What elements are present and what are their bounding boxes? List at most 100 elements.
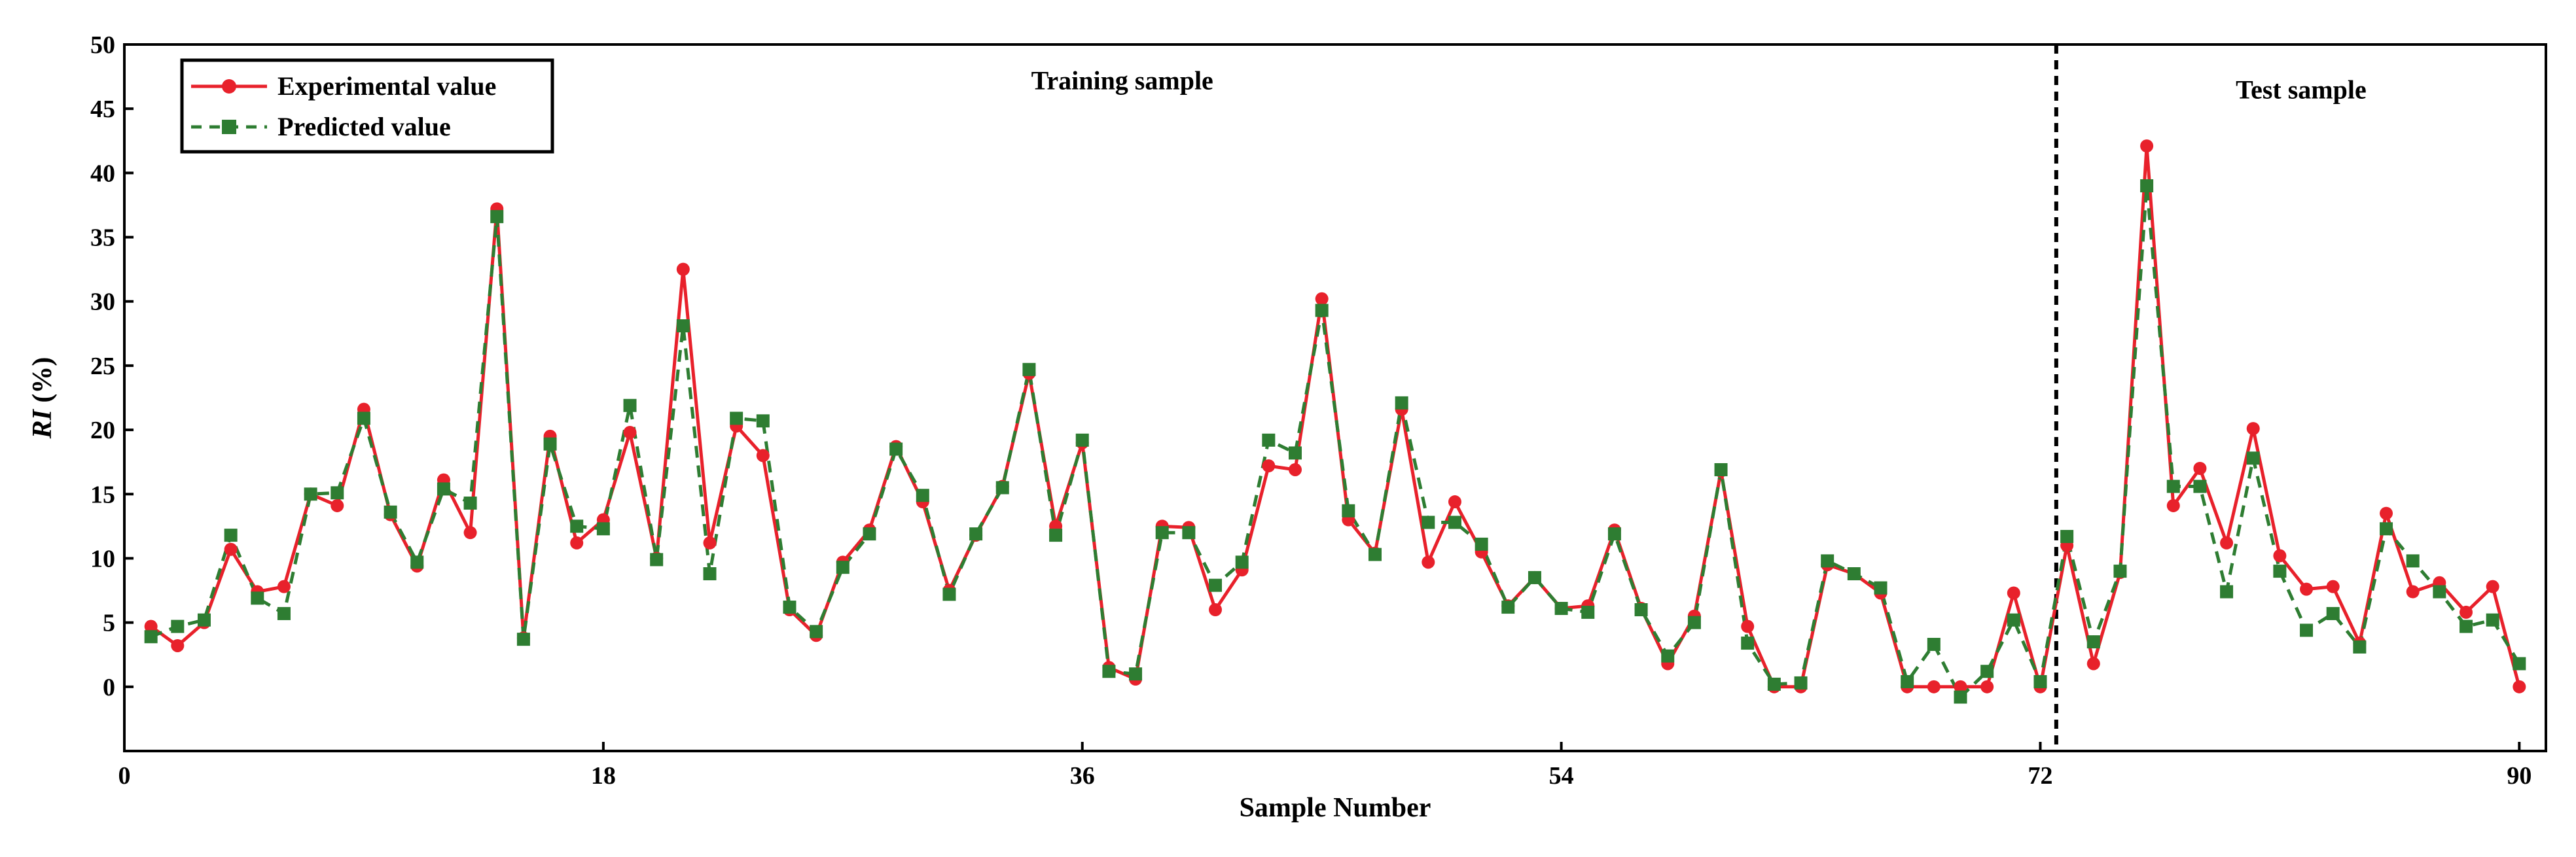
data-point (1475, 537, 1488, 551)
data-point (1687, 616, 1701, 629)
y-tick-label: 0 (103, 674, 115, 701)
y-tick-label: 10 (90, 545, 115, 572)
data-point (1634, 603, 1648, 616)
data-point (570, 519, 584, 533)
data-point (1315, 304, 1329, 317)
legend-marker (222, 120, 236, 134)
data-point (1315, 292, 1329, 306)
data-point (916, 489, 929, 502)
data-point (2193, 462, 2207, 475)
data-point (1927, 680, 1941, 693)
data-point (1980, 680, 1994, 693)
legend-label: Predicted value (277, 112, 451, 141)
data-point (2140, 139, 2154, 153)
data-point (1262, 459, 1276, 473)
data-point (2513, 657, 2526, 671)
data-point (1235, 555, 1249, 569)
data-point (2060, 530, 2074, 544)
data-point (543, 437, 557, 451)
data-point (863, 527, 876, 541)
data-point (1448, 495, 1461, 509)
region-label: Test sample (2236, 75, 2367, 104)
data-point (224, 542, 238, 556)
annotations: Training sample Test sample (1031, 66, 2367, 105)
data-point (1607, 527, 1621, 541)
data-point (2486, 580, 2499, 593)
data-point (703, 536, 717, 550)
data-point (810, 625, 823, 638)
y-axis-title-symbol: RI (27, 408, 58, 439)
data-point (1289, 463, 1302, 476)
data-point (357, 411, 370, 425)
data-point (516, 633, 530, 646)
axes-layer: 0 5 10 15 20 25 30 35 40 45 50 0 18 36 54 72 90 Sample Nu… (27, 31, 2547, 823)
data-point (1661, 649, 1675, 663)
data-point (1342, 504, 1355, 517)
data-point (2273, 565, 2287, 578)
series-2 (150, 184, 2521, 699)
data-point (2380, 506, 2393, 520)
data-point (1714, 463, 1728, 476)
x-tick-label: 54 (1549, 762, 1574, 790)
y-tick-label: 45 (90, 96, 115, 123)
data-point (171, 638, 185, 652)
data-point (1102, 665, 1116, 678)
data-point (1049, 529, 1063, 542)
data-point (2166, 498, 2180, 512)
y-tick-label: 40 (90, 160, 115, 187)
data-point (756, 449, 770, 463)
data-point (437, 482, 450, 496)
region-label: Training sample (1031, 66, 1213, 96)
data-point (1422, 516, 1435, 529)
data-point (463, 526, 477, 540)
data-point (676, 262, 690, 276)
data-point (1022, 362, 1036, 376)
data-point (2193, 480, 2207, 493)
data-point (304, 487, 317, 501)
legend-marker (222, 79, 236, 94)
data-point (1874, 581, 1887, 595)
data-point (197, 613, 211, 627)
data-point (2246, 422, 2260, 436)
data-point (2300, 623, 2314, 637)
data-point (490, 210, 504, 224)
data-point (1075, 433, 1089, 447)
axes-frame (123, 43, 2547, 752)
data-point (2007, 613, 2020, 627)
series-2-markers (144, 179, 2526, 704)
data-point (942, 587, 956, 601)
data-point (1927, 638, 1941, 652)
data-point (1448, 516, 1461, 529)
data-point (703, 567, 717, 581)
data-point (1767, 677, 1781, 691)
data-point (1528, 570, 1541, 584)
data-point (331, 486, 344, 500)
data-point (783, 601, 796, 614)
data-point (2246, 451, 2260, 465)
data-point (2406, 585, 2420, 599)
x-axis-title: Sample Number (1240, 793, 1431, 823)
data-point (277, 606, 291, 620)
data-point (1368, 548, 1382, 561)
data-point (331, 498, 344, 512)
data-point (2007, 586, 2020, 600)
y-tick-label: 35 (90, 224, 115, 252)
data-point (1155, 526, 1169, 540)
data-point (2326, 606, 2340, 620)
data-point (144, 620, 158, 633)
legend: Experimental value Predicted value (180, 58, 554, 154)
data-point (623, 398, 637, 412)
data-point (2220, 585, 2234, 599)
data-point (596, 522, 610, 536)
data-point (2166, 480, 2180, 493)
data-point (2460, 620, 2473, 633)
data-point (623, 426, 637, 440)
data-point (2273, 549, 2287, 563)
data-point (1554, 602, 1568, 616)
data-point (1501, 601, 1515, 614)
data-point (2460, 605, 2473, 619)
data-point (2033, 674, 2047, 688)
data-point (1289, 446, 1302, 460)
y-tick-label: 50 (90, 31, 115, 59)
data-point (2433, 585, 2446, 599)
